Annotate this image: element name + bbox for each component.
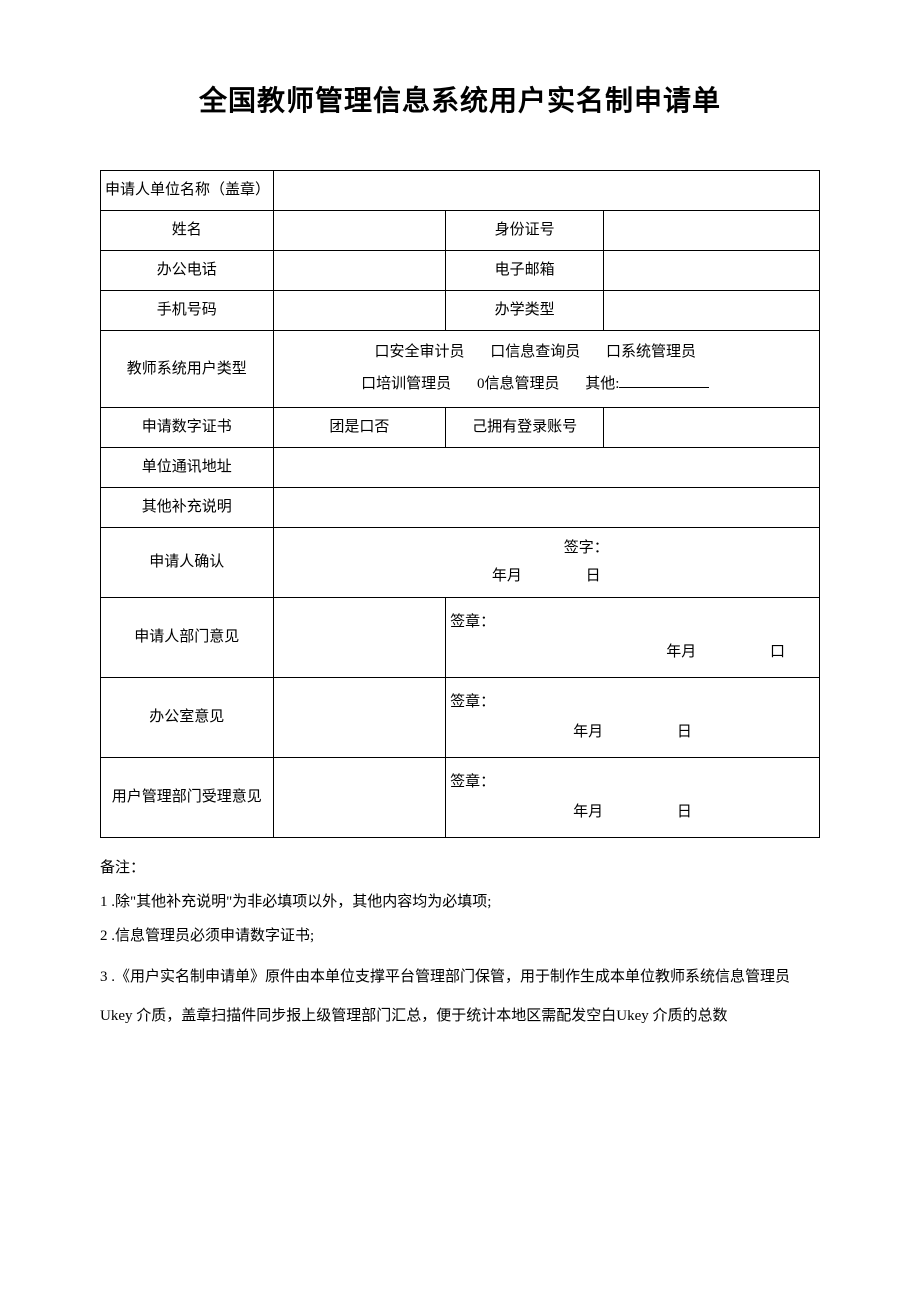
note-item: 2 .信息管理员必须申请数字证书; (100, 924, 820, 948)
page-title: 全国教师管理信息系统用户实名制申请单 (100, 80, 820, 125)
checkbox-item[interactable]: 口培训管理员 (361, 369, 451, 399)
seal-label: 签章： (450, 690, 815, 714)
label-name: 姓名 (101, 210, 274, 250)
date-kou: 口 (770, 644, 785, 660)
sign-label: 签字： (278, 536, 815, 560)
field-email[interactable] (604, 250, 820, 290)
checkbox-item[interactable]: 口系统管理员 (606, 337, 696, 367)
date-ri: 日 (586, 568, 601, 584)
field-mgmt-opinion[interactable]: 签章： 年月 日 (446, 757, 820, 837)
label-id-no: 身份证号 (446, 210, 604, 250)
checkbox-item[interactable]: 其他: (585, 369, 709, 399)
field-has-account[interactable] (604, 407, 820, 447)
field-applicant-confirm[interactable]: 签字： 年月 日 (273, 527, 819, 597)
field-tel[interactable] (273, 250, 446, 290)
field-name[interactable] (273, 210, 446, 250)
label-email: 电子邮箱 (446, 250, 604, 290)
field-office-opinion[interactable]: 签章： 年月 日 (446, 677, 820, 757)
date-ym: 年月 (492, 568, 522, 584)
label-tel: 办公电话 (101, 250, 274, 290)
notes-header: 备注： (100, 856, 820, 880)
field-id-no[interactable] (604, 210, 820, 250)
date-ym: 年月 (573, 724, 603, 740)
field-mgmt-opinion-blank[interactable] (273, 757, 446, 837)
field-office-opinion-blank[interactable] (273, 677, 446, 757)
field-mobile[interactable] (273, 290, 446, 330)
label-has-account: 己拥有登录账号 (446, 407, 604, 447)
notes-section: 备注： 1 .除"其他补充说明"为非必填项以外，其他内容均为必填项; 2 .信息… (100, 856, 820, 1036)
label-apply-cert: 申请数字证书 (101, 407, 274, 447)
checkbox-item[interactable]: 口信息查询员 (490, 337, 580, 367)
date-ym: 年月 (573, 804, 603, 820)
seal-label: 签章： (450, 770, 815, 794)
application-form-table: 申请人单位名称（盖章） 姓名 身份证号 办公电话 电子邮箱 手机号码 办学类型 … (100, 170, 820, 838)
label-mgmt-opinion: 用户管理部门受理意见 (101, 757, 274, 837)
field-school-type[interactable] (604, 290, 820, 330)
label-office-opinion: 办公室意见 (101, 677, 274, 757)
label-user-type: 教师系统用户类型 (101, 330, 274, 407)
field-dept-opinion[interactable]: 签章： 年月 口 (446, 597, 820, 677)
date-ym: 年月 (666, 644, 696, 660)
seal-label: 签章： (450, 610, 815, 634)
label-address: 单位通讯地址 (101, 447, 274, 487)
field-address[interactable] (273, 447, 819, 487)
checkbox-item[interactable]: 0信息管理员 (477, 369, 560, 399)
label-other-note: 其他补充说明 (101, 487, 274, 527)
note-item: 1 .除"其他补充说明"为非必填项以外，其他内容均为必填项; (100, 890, 820, 914)
date-ri: 日 (677, 804, 692, 820)
field-dept-opinion-blank[interactable] (273, 597, 446, 677)
label-applicant-confirm: 申请人确认 (101, 527, 274, 597)
date-ri: 日 (677, 724, 692, 740)
label-dept-opinion: 申请人部门意见 (101, 597, 274, 677)
label-unit-name: 申请人单位名称（盖章） (101, 170, 274, 210)
note-item: 3 .《用户实名制申请单》原件由本单位支撑平台管理部门保管，用于制作生成本单位教… (100, 958, 820, 1036)
field-user-type[interactable]: 口安全审计员 口信息查询员 口系统管理员 口培训管理员 0信息管理员 其他: (273, 330, 819, 407)
label-mobile: 手机号码 (101, 290, 274, 330)
field-other-note[interactable] (273, 487, 819, 527)
field-apply-cert[interactable]: 团是口否 (273, 407, 446, 447)
label-school-type: 办学类型 (446, 290, 604, 330)
checkbox-item[interactable]: 口安全审计员 (374, 337, 464, 367)
field-unit-name[interactable] (273, 170, 819, 210)
